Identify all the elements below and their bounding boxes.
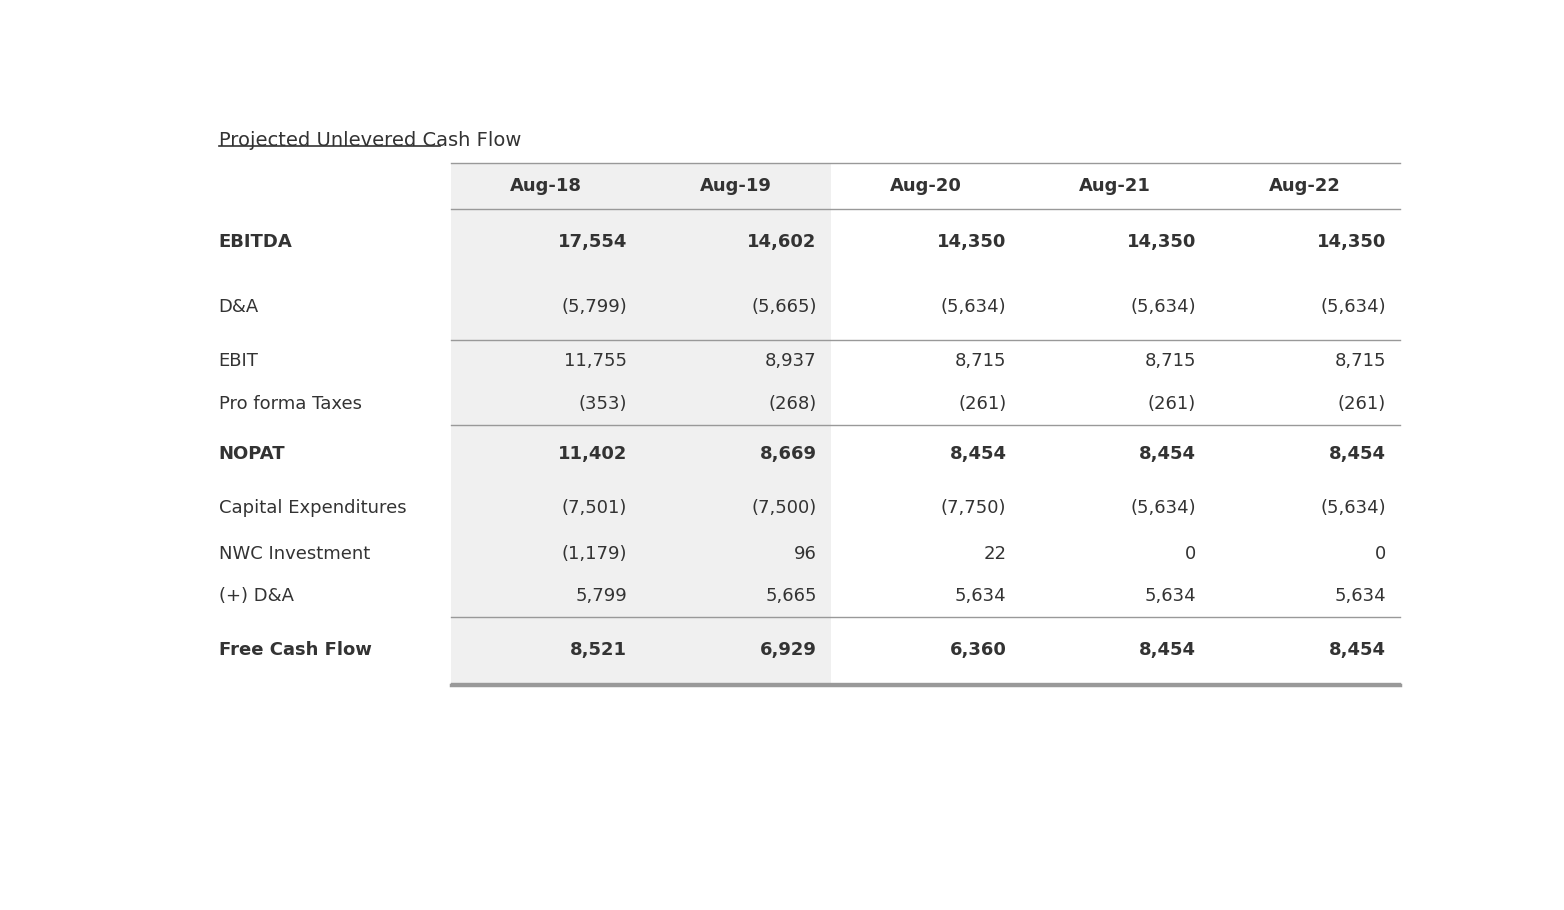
- Text: 8,454: 8,454: [1329, 445, 1386, 463]
- Text: 8,715: 8,715: [1145, 352, 1196, 370]
- Text: (+) D&A: (+) D&A: [219, 587, 294, 605]
- Text: 8,454: 8,454: [1139, 445, 1196, 463]
- Text: 8,521: 8,521: [569, 642, 627, 659]
- Bar: [641, 209, 830, 682]
- Bar: [641, 163, 830, 209]
- Text: (353): (353): [579, 395, 627, 413]
- Text: (261): (261): [1337, 395, 1386, 413]
- Text: (268): (268): [768, 395, 816, 413]
- Text: 8,669: 8,669: [760, 445, 816, 463]
- Text: (1,179): (1,179): [561, 545, 627, 563]
- Text: (5,634): (5,634): [942, 298, 1007, 317]
- Text: (5,634): (5,634): [1131, 499, 1196, 517]
- Text: (5,799): (5,799): [561, 298, 627, 317]
- Text: (261): (261): [959, 395, 1007, 413]
- Text: 0: 0: [1375, 545, 1386, 563]
- Text: Projected Unlevered Cash Flow: Projected Unlevered Cash Flow: [219, 131, 521, 150]
- Text: 5,665: 5,665: [765, 587, 816, 605]
- Text: NOPAT: NOPAT: [219, 445, 285, 463]
- Text: 22: 22: [984, 545, 1007, 563]
- Text: 11,402: 11,402: [558, 445, 627, 463]
- Text: (5,634): (5,634): [1320, 499, 1386, 517]
- Text: Aug-21: Aug-21: [1079, 177, 1151, 196]
- Text: 11,755: 11,755: [565, 352, 627, 370]
- Text: 8,937: 8,937: [765, 352, 816, 370]
- Text: 8,454: 8,454: [949, 445, 1007, 463]
- Text: 5,634: 5,634: [1145, 587, 1196, 605]
- Text: EBITDA: EBITDA: [219, 233, 292, 251]
- Text: 5,799: 5,799: [576, 587, 627, 605]
- Text: 8,454: 8,454: [1329, 642, 1386, 659]
- Text: Aug-22: Aug-22: [1268, 177, 1340, 196]
- Bar: [452, 163, 641, 209]
- Text: Free Cash Flow: Free Cash Flow: [219, 642, 372, 659]
- Text: D&A: D&A: [219, 298, 260, 317]
- Text: Pro forma Taxes: Pro forma Taxes: [219, 395, 361, 413]
- Text: EBIT: EBIT: [219, 352, 258, 370]
- Text: 8,715: 8,715: [956, 352, 1007, 370]
- Text: (5,634): (5,634): [1131, 298, 1196, 317]
- Text: NWC Investment: NWC Investment: [219, 545, 371, 563]
- Text: (5,634): (5,634): [1320, 298, 1386, 317]
- Text: 8,454: 8,454: [1139, 642, 1196, 659]
- Text: 96: 96: [795, 545, 816, 563]
- Text: (7,750): (7,750): [942, 499, 1007, 517]
- Text: Aug-19: Aug-19: [701, 177, 771, 196]
- Text: Aug-20: Aug-20: [890, 177, 962, 196]
- Text: 14,350: 14,350: [1126, 233, 1196, 251]
- Bar: [452, 209, 641, 682]
- Text: Aug-18: Aug-18: [510, 177, 582, 196]
- Text: 14,350: 14,350: [1317, 233, 1386, 251]
- Text: 0: 0: [1186, 545, 1196, 563]
- Text: Capital Expenditures: Capital Expenditures: [219, 499, 407, 517]
- Text: 5,634: 5,634: [956, 587, 1007, 605]
- Text: 6,929: 6,929: [760, 642, 816, 659]
- Text: 8,715: 8,715: [1334, 352, 1386, 370]
- Text: 5,634: 5,634: [1334, 587, 1386, 605]
- Text: (7,501): (7,501): [561, 499, 627, 517]
- Text: (5,665): (5,665): [751, 298, 816, 317]
- Text: 6,360: 6,360: [949, 642, 1007, 659]
- Text: 14,350: 14,350: [937, 233, 1007, 251]
- Text: 17,554: 17,554: [558, 233, 627, 251]
- Text: (7,500): (7,500): [751, 499, 816, 517]
- Text: 14,602: 14,602: [748, 233, 816, 251]
- Text: (261): (261): [1148, 395, 1196, 413]
